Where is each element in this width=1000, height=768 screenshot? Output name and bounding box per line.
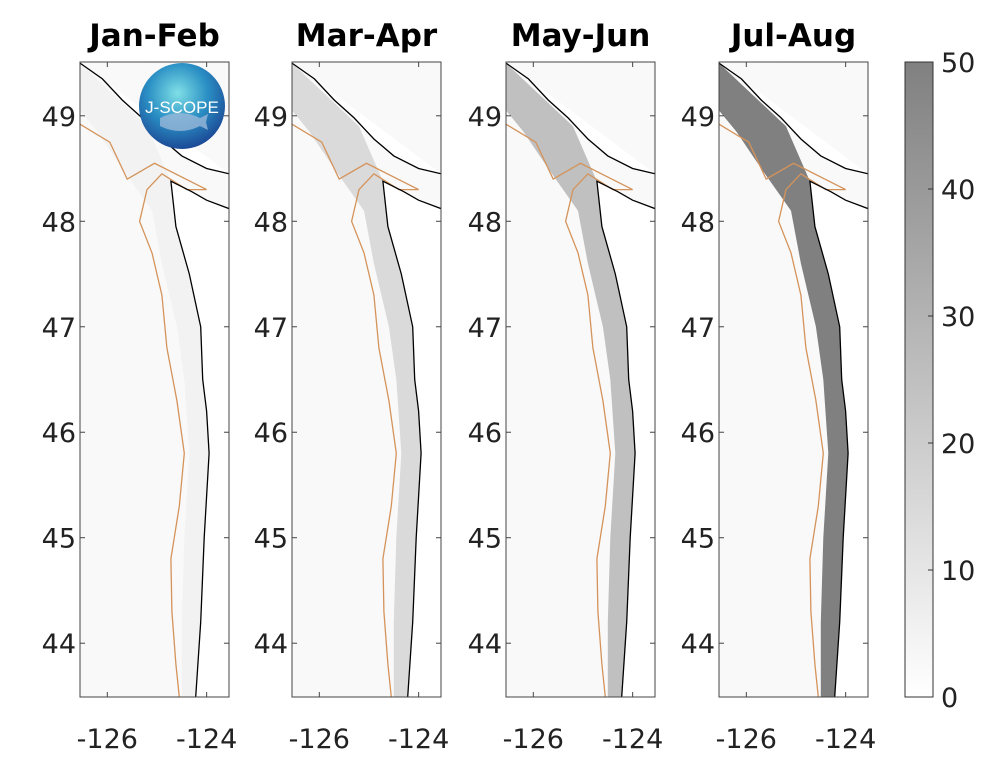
map-panel-jul-aug: Jul-Aug 49 48 47 46 45 44 -126 -124	[681, 18, 877, 755]
coastline	[809, 180, 868, 697]
land-us	[170, 181, 229, 697]
coastline	[170, 180, 229, 697]
axes-frame	[79, 61, 230, 698]
lat-tick-label: 45	[468, 524, 502, 555]
lon-tick-label: -126	[289, 724, 350, 755]
colorbar-tick-label: 20	[941, 429, 975, 460]
shelf-shading	[292, 63, 422, 697]
lon-tick-label: -126	[503, 724, 564, 755]
colorbar-tick-label: 40	[941, 175, 975, 206]
shelf-shading	[506, 63, 636, 697]
lat-tick-label: 44	[42, 629, 76, 660]
lat-tick-label: 48	[42, 207, 76, 238]
colorbar: 0 10 20 30 40 50	[904, 48, 975, 714]
land-us	[382, 181, 441, 697]
lat-tick-label: 46	[468, 418, 502, 449]
colorbar-tick-label: 10	[941, 556, 975, 587]
lat-tick-label: 49	[468, 102, 502, 133]
land-vancouver-island	[719, 62, 868, 174]
map-panel-mar-apr: Mar-Apr 49 48 47 46 45 44 -126 -124	[254, 18, 450, 755]
panel-title: Jul-Aug	[729, 18, 856, 54]
lat-tick-label: 49	[681, 102, 715, 133]
lon-tick-label: -126	[716, 724, 777, 755]
shelf-shading	[719, 63, 849, 697]
lat-tick-label: 48	[254, 207, 288, 238]
coastline	[719, 62, 868, 175]
lon-tick-label: -124	[388, 724, 449, 755]
isobath-contour	[292, 123, 419, 697]
lat-tick-label: 46	[42, 418, 76, 449]
colorbar-tick-label: 50	[941, 48, 975, 79]
lat-tick-label: 45	[681, 524, 715, 555]
lat-tick-label: 47	[254, 313, 288, 344]
lat-tick-label: 49	[254, 102, 288, 133]
lat-tick-label: 46	[254, 418, 288, 449]
isobath-contour	[506, 123, 633, 697]
colorbar-tick-label: 30	[941, 302, 975, 333]
lat-tick-label: 44	[681, 629, 715, 660]
axes-frame	[505, 61, 656, 698]
lon-tick-label: -126	[77, 724, 138, 755]
lat-tick-label: 47	[681, 313, 715, 344]
coastline	[596, 180, 655, 697]
lon-tick-label: -124	[815, 724, 876, 755]
j-scope-logo: J-SCOPE	[139, 63, 225, 149]
panel-title: May-Jun	[511, 18, 651, 54]
axes-frame	[291, 61, 442, 698]
map-panel-may-jun: May-Jun 49 48 47 46 45 44 -126 -124	[468, 18, 664, 755]
lat-tick-label: 45	[42, 524, 76, 555]
isobath-contour	[80, 123, 207, 697]
panel-title: Jan-Feb	[87, 18, 220, 54]
lat-tick-label: 48	[468, 207, 502, 238]
isobath-contour	[719, 123, 846, 697]
land-us	[596, 181, 655, 697]
lat-tick-label: 44	[468, 629, 502, 660]
panel-title: Mar-Apr	[296, 18, 438, 54]
lon-tick-label: -124	[176, 724, 237, 755]
shelf-shading	[80, 63, 210, 697]
land-vancouver-island	[506, 62, 655, 174]
coastline	[292, 62, 441, 175]
colorbar-tick-label: 0	[941, 683, 958, 714]
land-vancouver-island	[292, 62, 441, 174]
lat-tick-label: 47	[42, 313, 76, 344]
colorbar-gradient	[904, 61, 934, 698]
coastline	[382, 180, 441, 697]
logo-text: J-SCOPE	[145, 98, 219, 117]
lat-tick-label: 44	[254, 629, 288, 660]
lat-tick-label: 47	[468, 313, 502, 344]
land-us	[809, 181, 868, 697]
axes-frame	[718, 61, 869, 698]
lon-tick-label: -124	[602, 724, 663, 755]
lat-tick-label: 49	[42, 102, 76, 133]
coastline	[506, 62, 655, 175]
lat-tick-label: 45	[254, 524, 288, 555]
lat-tick-label: 48	[681, 207, 715, 238]
lat-tick-label: 46	[681, 418, 715, 449]
